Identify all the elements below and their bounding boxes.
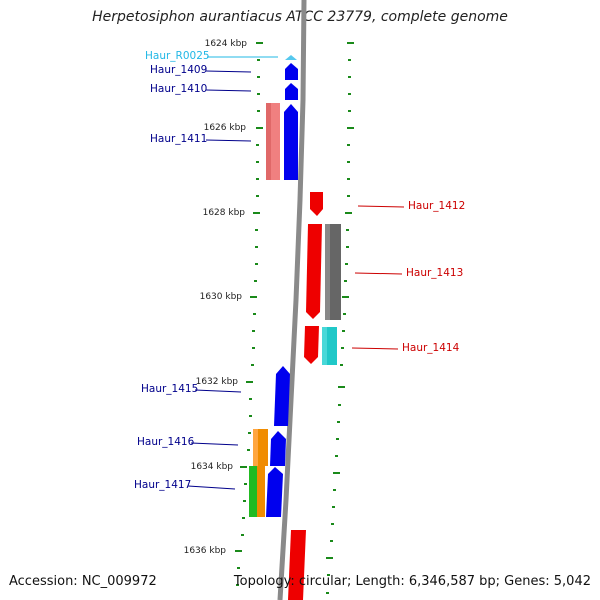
connector-haur-1411 (205, 139, 252, 142)
cog-box-haur-1417-orange (257, 466, 265, 517)
label-haur-1410[interactable]: Haur_1410 (150, 83, 207, 95)
connector-haur-1412 (357, 205, 405, 208)
scale-label-1636: 1636 kbp (184, 546, 227, 556)
cog-box-haur-1417-green (249, 466, 257, 517)
gene-haur-1413[interactable] (306, 224, 322, 319)
connector-haur-1415 (194, 389, 242, 393)
connector-haur-1410 (205, 89, 252, 92)
scale-label-1632: 1632 kbp (196, 377, 239, 387)
label-haur-1413[interactable]: Haur_1413 (406, 267, 463, 279)
gene-haur-1410[interactable] (285, 83, 298, 100)
gene-haur-1412[interactable] (310, 192, 323, 216)
cog-box-shade (325, 224, 330, 320)
label-haur-1412[interactable]: Haur_1412 (408, 200, 465, 212)
scale-label-1626: 1626 kbp (204, 123, 247, 133)
map-title: Herpetosiphon aurantiacus ATCC 23779, co… (92, 9, 508, 25)
scale-label-1630: 1630 kbp (200, 292, 243, 302)
label-haur-r0025[interactable]: Haur_R0025 (145, 50, 210, 62)
genome-backbone (277, 0, 307, 600)
cog-box-shade (322, 327, 327, 365)
right-tick-track (326, 42, 354, 594)
connector-haur-1416 (190, 442, 239, 446)
gene-haur-1416[interactable] (270, 431, 286, 466)
left-tick-track (235, 42, 263, 586)
gene-haur-1415[interactable] (274, 366, 290, 426)
label-haur-1415[interactable]: Haur_1415 (141, 383, 198, 395)
scale-label-1634: 1634 kbp (191, 462, 234, 472)
scale-label-1628: 1628 kbp (203, 208, 246, 218)
gene-haur-r0025[interactable] (285, 55, 297, 60)
connector-haur-1413 (354, 272, 403, 275)
label-haur-1409[interactable]: Haur_1409 (150, 64, 207, 76)
gene-haur-1409[interactable] (285, 63, 298, 80)
gene-bottom-reverse[interactable] (288, 530, 306, 600)
label-haur-1414[interactable]: Haur_1414 (402, 342, 460, 354)
connector-haur-1417 (187, 485, 236, 490)
topology-text: Topology: circular; Length: 6,346,587 bp… (233, 574, 591, 589)
gene-haur-1411[interactable] (284, 104, 298, 180)
cog-box-shade (253, 429, 258, 466)
gene-haur-1417[interactable] (266, 467, 283, 517)
label-haur-1417[interactable]: Haur_1417 (134, 479, 191, 491)
label-haur-1416[interactable]: Haur_1416 (137, 436, 195, 448)
scale-label-1624: 1624 kbp (205, 39, 248, 49)
connector-haur-1409 (205, 70, 252, 73)
accession-text: Accession: NC_009972 (9, 574, 157, 589)
connector-haur-1414 (351, 347, 399, 350)
gene-haur-1414[interactable] (304, 326, 319, 364)
label-haur-1411[interactable]: Haur_1411 (150, 133, 207, 145)
cog-box-shade (266, 103, 271, 180)
